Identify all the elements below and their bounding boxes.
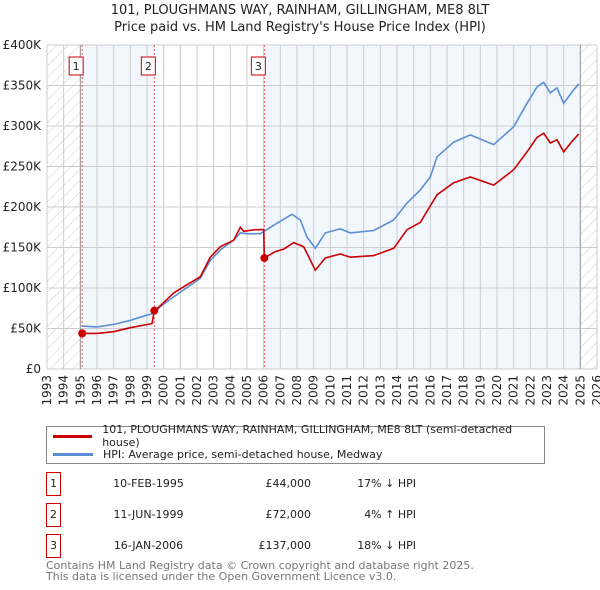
x-tick-label: 2007 xyxy=(273,375,287,406)
sale-price: £137,000 xyxy=(258,539,312,552)
sale-date: 16-JAN-2006 xyxy=(113,539,184,552)
sale-point xyxy=(150,306,159,315)
x-tick-label: 2000 xyxy=(157,375,171,406)
sale-number-badge: 1 xyxy=(46,472,61,496)
y-tick-label: £250K xyxy=(3,160,43,174)
x-tick-label: 1997 xyxy=(107,375,121,406)
chart-title: 101, PLOUGHMANS WAY, RAINHAM, GILLINGHAM… xyxy=(110,3,490,18)
y-tick-label: £200K xyxy=(3,200,43,214)
sale-label-box xyxy=(250,56,266,76)
hpi-diff: 18% ↓ HPI xyxy=(357,539,416,552)
chart-subtitle: Price paid vs. HM Land Registry's House … xyxy=(114,20,486,35)
sale-date: 11-JUN-1999 xyxy=(113,508,184,521)
series-line xyxy=(82,81,580,328)
x-tick-label: 1993 xyxy=(40,375,54,406)
hpi-diff: 17% ↓ HPI xyxy=(357,477,416,490)
x-tick-label: 2002 xyxy=(190,375,204,406)
y-tick-label: £400K xyxy=(3,38,43,52)
y-tick-label: £350K xyxy=(3,79,43,93)
x-tick-label: 2023 xyxy=(540,375,554,406)
x-tick-label: 2003 xyxy=(207,375,221,406)
sale-number-badge: 3 xyxy=(46,534,61,558)
sale-price: £72,000 xyxy=(265,508,312,521)
x-tick-label: 2008 xyxy=(290,375,304,406)
y-tick-label: £50K xyxy=(10,322,42,336)
table-row: 1 10-FEB-1995 £44,000 17% ↓ HPI xyxy=(46,472,546,496)
table-row: 3 16-JAN-2006 £137,000 18% ↓ HPI xyxy=(46,534,546,558)
table-row: 2 11-JUN-1999 £72,000 4% ↑ HPI xyxy=(46,503,546,527)
footer-line: This data is licensed under the Open Gov… xyxy=(46,570,397,583)
sale-label-box xyxy=(140,56,156,76)
y-tick-label: £300K xyxy=(3,119,43,133)
x-tick-label: 1998 xyxy=(123,375,137,406)
legend: 101, PLOUGHMANS WAY, RAINHAM, GILLINGHAM… xyxy=(46,423,545,464)
x-tick-label: 1996 xyxy=(90,375,104,406)
x-tick-label: 1999 xyxy=(140,375,154,406)
plot-area: 1993 1994 1995 1996 1997 1998 1999 2000 2001 2002… xyxy=(3,38,600,406)
sale-date: 10-FEB-1995 xyxy=(113,477,184,490)
series-line xyxy=(82,132,580,335)
sale-label: 1 xyxy=(73,60,80,73)
legend-item-hpi: HPI: Average price, semi-detached house,… xyxy=(53,445,382,463)
x-tick-label: 2011 xyxy=(340,375,354,406)
blue-line-swatch xyxy=(53,452,93,456)
sale-point xyxy=(78,329,87,338)
x-tick-label: 2021 xyxy=(507,375,521,406)
hpi-diff: 4% ↑ HPI xyxy=(364,508,416,521)
x-tick-label: 2022 xyxy=(523,375,537,406)
x-tick-label: 1995 xyxy=(73,375,87,406)
red-line-swatch xyxy=(53,434,93,438)
sale-label-box xyxy=(68,56,84,76)
x-tick-label: 2009 xyxy=(307,375,321,406)
x-tick-label: 2001 xyxy=(173,375,187,406)
sale-price: £44,000 xyxy=(265,477,312,490)
x-tick-label: 2005 xyxy=(240,375,254,406)
sale-label: 3 xyxy=(255,60,262,73)
y-tick-label: £0 xyxy=(26,362,41,376)
x-tick-label: 2014 xyxy=(390,375,404,406)
y-tick-label: £100K xyxy=(3,281,43,295)
x-tick-label: 2017 xyxy=(440,375,454,406)
x-tick-label: 1994 xyxy=(57,375,71,406)
x-tick-label: 2019 xyxy=(473,375,487,406)
x-tick-label: 2025 xyxy=(573,375,587,406)
x-tick-label: 2010 xyxy=(323,375,337,406)
sale-number-badge: 2 xyxy=(46,503,61,527)
x-tick-label: 2004 xyxy=(223,375,237,406)
sale-label: 2 xyxy=(145,60,152,73)
legend-item-property: 101, PLOUGHMANS WAY, RAINHAM, GILLINGHAM… xyxy=(53,423,544,449)
x-tick-label: 2006 xyxy=(257,375,271,406)
x-tick-label: 2012 xyxy=(357,375,371,406)
x-tick-label: 2026 xyxy=(590,375,600,406)
y-tick-label: £150K xyxy=(3,241,43,255)
x-tick-label: 2024 xyxy=(557,375,571,406)
x-tick-label: 2018 xyxy=(457,375,471,406)
footer-line: Contains HM Land Registry data © Crown c… xyxy=(46,559,474,572)
sale-point xyxy=(260,254,269,263)
x-tick-label: 2020 xyxy=(490,375,504,406)
legend-label: 101, PLOUGHMANS WAY, RAINHAM, GILLINGHAM… xyxy=(102,423,513,449)
x-tick-label: 2015 xyxy=(407,375,421,406)
x-tick-label: 2013 xyxy=(373,375,387,406)
footer: Contains HM Land Registry data © Crown c… xyxy=(46,560,474,582)
legend-label: HPI: Average price, semi-detached house,… xyxy=(103,447,383,461)
x-tick-label: 2016 xyxy=(423,375,437,406)
